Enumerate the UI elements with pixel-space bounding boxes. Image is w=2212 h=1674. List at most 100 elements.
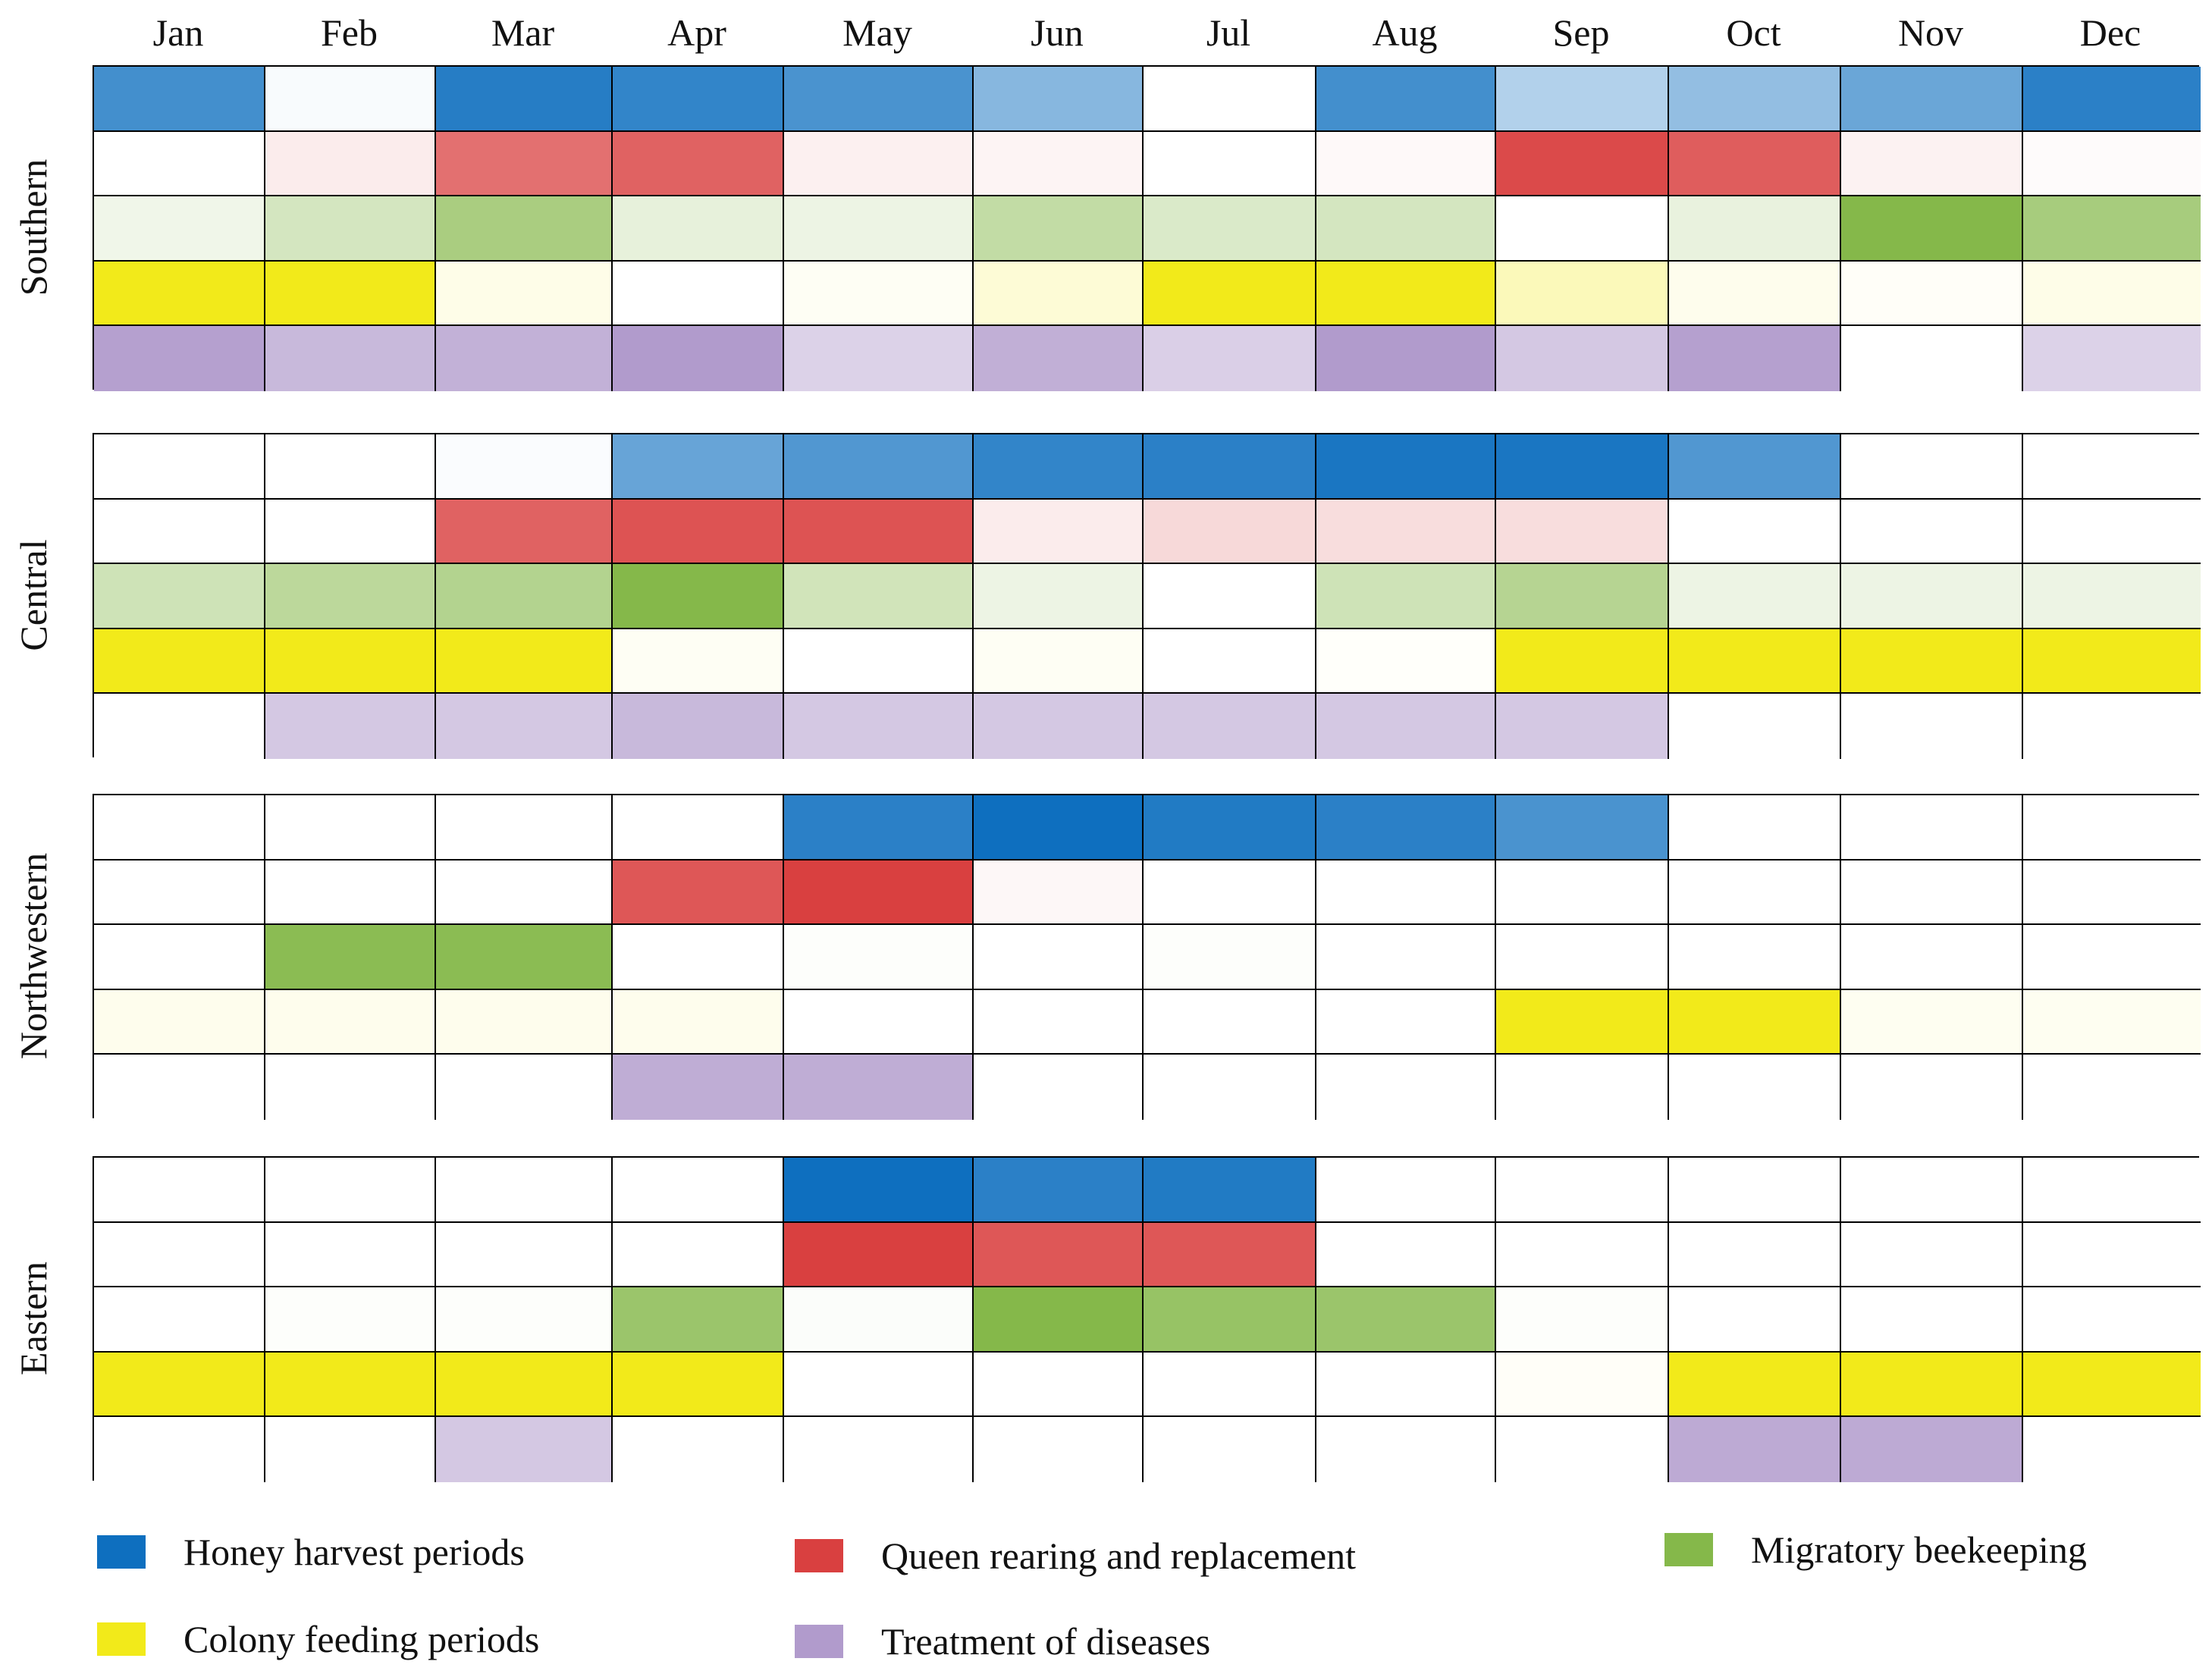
- cell-eastern-feed-jan: [94, 1352, 265, 1418]
- cell-central-treat-sep: [1496, 694, 1669, 759]
- legend-swatch-honey: [97, 1535, 146, 1569]
- cell-northwestern-queen-feb: [265, 860, 436, 926]
- cell-northwestern-treat-nov: [1841, 1055, 2023, 1120]
- cell-northwestern-migr-may: [784, 925, 974, 990]
- cell-northwestern-feed-aug: [1316, 989, 1496, 1055]
- cell-northwestern-feed-sep: [1496, 989, 1669, 1055]
- cell-northwestern-feed-apr: [613, 989, 784, 1055]
- cell-southern-honey-jan: [94, 67, 265, 132]
- cell-southern-migr-jan: [94, 196, 265, 262]
- cell-southern-feed-nov: [1841, 261, 2023, 327]
- cell-southern-honey-sep: [1496, 67, 1669, 132]
- legend-item-treatment: Treatment of diseases: [795, 1619, 1210, 1663]
- cell-northwestern-honey-feb: [265, 795, 436, 861]
- cell-northwestern-treat-aug: [1316, 1055, 1496, 1120]
- cell-southern-queen-aug: [1316, 131, 1496, 197]
- cell-eastern-treat-dec: [2023, 1417, 2201, 1482]
- cell-eastern-queen-apr: [613, 1222, 784, 1288]
- cell-central-queen-apr: [613, 499, 784, 565]
- cell-northwestern-queen-may: [784, 860, 974, 926]
- cell-southern-queen-sep: [1496, 131, 1669, 197]
- cell-southern-migr-jul: [1144, 196, 1316, 262]
- cell-central-feed-mar: [436, 629, 613, 694]
- cell-central-treat-jul: [1144, 694, 1316, 759]
- cell-central-honey-feb: [265, 434, 436, 500]
- cell-northwestern-treat-mar: [436, 1055, 613, 1120]
- cell-southern-migr-aug: [1316, 196, 1496, 262]
- cell-central-feed-feb: [265, 629, 436, 694]
- cell-southern-honey-oct: [1669, 67, 1841, 132]
- cell-eastern-feed-feb: [265, 1352, 436, 1418]
- cell-southern-feed-apr: [613, 261, 784, 327]
- cell-central-treat-aug: [1316, 694, 1496, 759]
- legend-item-queen: Queen rearing and replacement: [795, 1534, 1356, 1578]
- cell-southern-honey-apr: [613, 67, 784, 132]
- cell-northwestern-honey-mar: [436, 795, 613, 861]
- cell-central-queen-jan: [94, 499, 265, 565]
- cell-northwestern-treat-dec: [2023, 1055, 2201, 1120]
- cell-northwestern-feed-nov: [1841, 989, 2023, 1055]
- cell-southern-honey-jul: [1144, 67, 1316, 132]
- cell-southern-queen-jul: [1144, 131, 1316, 197]
- cell-eastern-honey-oct: [1669, 1158, 1841, 1223]
- cell-central-feed-jun: [974, 629, 1144, 694]
- cell-central-feed-aug: [1316, 629, 1496, 694]
- cell-northwestern-honey-jan: [94, 795, 265, 861]
- cell-southern-migr-jun: [974, 196, 1144, 262]
- cell-southern-honey-feb: [265, 67, 436, 132]
- month-label-may: May: [842, 11, 912, 54]
- cell-eastern-queen-feb: [265, 1222, 436, 1288]
- cell-northwestern-migr-jan: [94, 925, 265, 990]
- cell-southern-treat-jan: [94, 326, 265, 391]
- cell-central-feed-nov: [1841, 629, 2023, 694]
- cell-eastern-honey-nov: [1841, 1158, 2023, 1223]
- cell-southern-migr-sep: [1496, 196, 1669, 262]
- cell-southern-feed-jul: [1144, 261, 1316, 327]
- panel-southern: [93, 65, 2201, 391]
- cell-central-honey-dec: [2023, 434, 2201, 500]
- cell-eastern-migr-dec: [2023, 1287, 2201, 1353]
- cell-central-migr-may: [784, 564, 974, 629]
- cell-northwestern-migr-jul: [1144, 925, 1316, 990]
- cell-central-feed-jan: [94, 629, 265, 694]
- cell-central-treat-may: [784, 694, 974, 759]
- month-label-jun: Jun: [1031, 11, 1084, 54]
- cell-eastern-feed-may: [784, 1352, 974, 1418]
- cell-southern-queen-may: [784, 131, 974, 197]
- cell-northwestern-migr-aug: [1316, 925, 1496, 990]
- cell-eastern-honey-feb: [265, 1158, 436, 1223]
- cell-southern-honey-jun: [974, 67, 1144, 132]
- cell-central-queen-dec: [2023, 499, 2201, 565]
- cell-southern-feed-feb: [265, 261, 436, 327]
- cell-eastern-honey-may: [784, 1158, 974, 1223]
- cell-northwestern-queen-aug: [1316, 860, 1496, 926]
- cell-northwestern-queen-dec: [2023, 860, 2201, 926]
- cell-eastern-migr-sep: [1496, 1287, 1669, 1353]
- cell-eastern-feed-mar: [436, 1352, 613, 1418]
- cell-northwestern-migr-dec: [2023, 925, 2201, 990]
- cell-southern-feed-dec: [2023, 261, 2201, 327]
- legend-swatch-feeding: [97, 1622, 146, 1656]
- cell-central-honey-may: [784, 434, 974, 500]
- cell-eastern-treat-oct: [1669, 1417, 1841, 1482]
- cell-central-migr-jun: [974, 564, 1144, 629]
- cell-eastern-feed-jul: [1144, 1352, 1316, 1418]
- region-label-central: Central: [12, 539, 55, 651]
- panel-eastern: [93, 1156, 2201, 1482]
- cell-central-queen-nov: [1841, 499, 2023, 565]
- cell-eastern-treat-aug: [1316, 1417, 1496, 1482]
- cell-central-honey-apr: [613, 434, 784, 500]
- cell-eastern-migr-may: [784, 1287, 974, 1353]
- cell-southern-migr-oct: [1669, 196, 1841, 262]
- cell-central-treat-nov: [1841, 694, 2023, 759]
- cell-southern-migr-nov: [1841, 196, 2023, 262]
- cell-southern-treat-aug: [1316, 326, 1496, 391]
- cell-northwestern-feed-dec: [2023, 989, 2201, 1055]
- cell-eastern-treat-sep: [1496, 1417, 1669, 1482]
- cell-central-feed-sep: [1496, 629, 1669, 694]
- cell-central-migr-nov: [1841, 564, 2023, 629]
- cell-northwestern-feed-jun: [974, 989, 1144, 1055]
- cell-northwestern-honey-oct: [1669, 795, 1841, 861]
- cell-eastern-honey-jan: [94, 1158, 265, 1223]
- cell-northwestern-honey-may: [784, 795, 974, 861]
